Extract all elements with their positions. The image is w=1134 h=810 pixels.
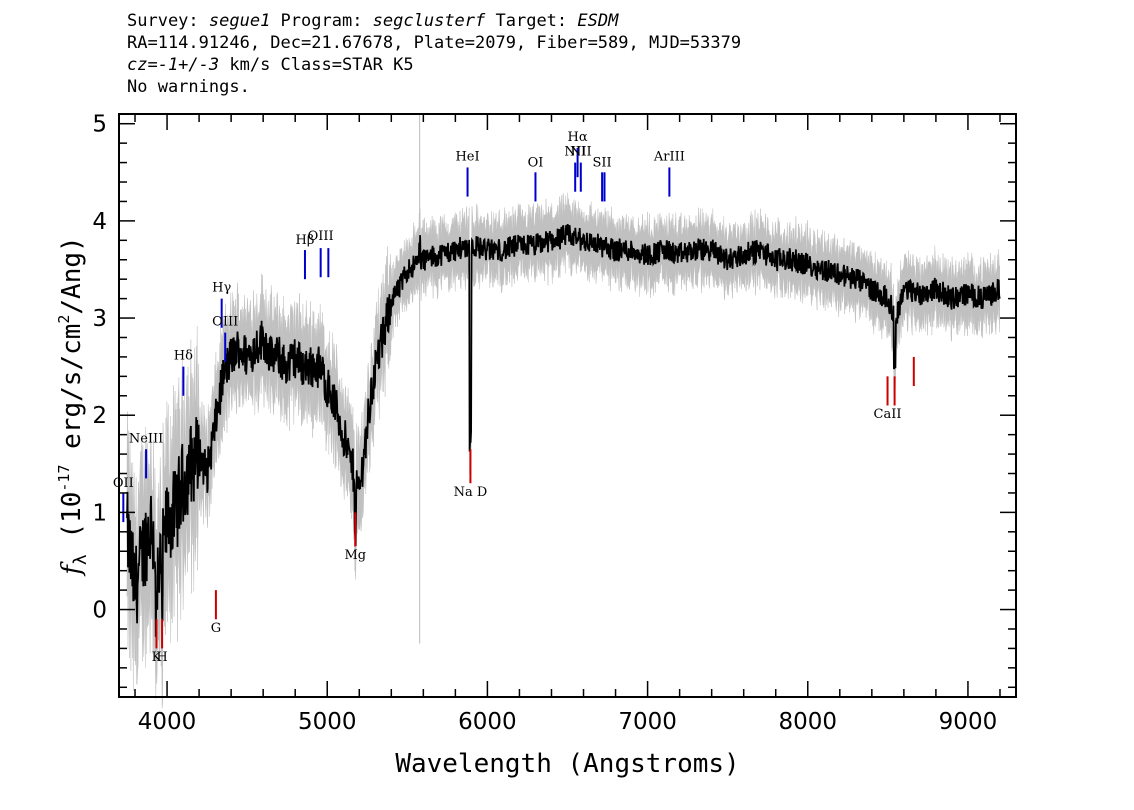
emission-line-label: NII — [570, 145, 592, 160]
absorption-line-label: Mg — [344, 548, 366, 563]
x-tick-label: 8000 — [778, 709, 837, 735]
emission-line-label: OIII — [212, 315, 238, 330]
header-line-redshift: cz=-1+/-3 km/s Class=STAR K5 — [127, 54, 741, 76]
absorption-line-label: CaII — [874, 407, 902, 422]
emission-line-label: Hδ — [174, 349, 193, 364]
emission-line-label: ArIII — [653, 150, 685, 165]
emission-line-label: Hγ — [212, 281, 231, 296]
program-label: Program: — [270, 11, 373, 31]
x-tick-label: 9000 — [939, 709, 998, 735]
x-tick-label: 6000 — [458, 709, 517, 735]
header-line-coords: RA=114.91246, Dec=21.67678, Plate=2079, … — [127, 33, 742, 53]
absorption-line-label: K — [152, 650, 162, 665]
header-line-warnings: No warnings. — [127, 77, 250, 97]
axis-ticks: 4000 5000 6000 7000 8000 9000 0 1 2 3 4 5 — [92, 112, 1016, 735]
redshift-value: cz=-1+/-3 — [127, 55, 220, 75]
x-tick-label: 5000 — [298, 709, 357, 735]
emission-line-label: OII — [113, 476, 134, 491]
header-line-survey: Survey: segue1 Program: segclusterf Targ… — [127, 10, 741, 32]
x-tick-label: 4000 — [138, 709, 197, 735]
emission-line-label: HeI — [455, 150, 479, 165]
y-tick-label: 1 — [92, 500, 107, 526]
y-tick-label: 4 — [92, 209, 107, 235]
emission-line-label: NeIII — [129, 431, 163, 446]
y-tick-label: 3 — [92, 306, 107, 332]
class-text: km/s Class=STAR K5 — [219, 55, 414, 75]
y-axis-title: fλ (10-17 erg/s/cm2/Ang) — [55, 236, 91, 576]
emission-line-label: OI — [528, 155, 544, 170]
error-band-layer — [126, 192, 1000, 709]
plot-frame — [118, 113, 1017, 698]
emission-line-label: SII — [593, 155, 612, 170]
spectrum-header: Survey: segue1 Program: segclusterf Targ… — [127, 10, 741, 98]
y-tick-label: 2 — [92, 403, 107, 429]
emission-line-label: Hα — [568, 130, 588, 145]
survey-label: Survey: — [127, 11, 209, 31]
program-value: segclusterf — [372, 11, 486, 31]
x-axis-title: Wavelength (Angstroms) — [395, 749, 739, 779]
flux-line — [126, 224, 1001, 637]
target-label: Target: — [485, 11, 578, 31]
absorption-line-label: Na D — [454, 485, 488, 500]
y-tick-label: 5 — [92, 112, 107, 138]
absorption-line-label: H — [156, 650, 167, 665]
emission-line-label: Hβ — [296, 233, 315, 248]
error-band — [126, 192, 1000, 709]
flux-layer — [126, 224, 1001, 637]
y-tick-label: 0 — [92, 598, 107, 624]
survey-value: segue1 — [208, 11, 271, 31]
emission-line-label: NII — [564, 145, 586, 160]
emission-line-label: OIII — [308, 229, 334, 244]
x-tick-label: 7000 — [618, 709, 677, 735]
absorption-line-label: G — [211, 621, 221, 636]
target-value: ESDM — [577, 11, 619, 31]
